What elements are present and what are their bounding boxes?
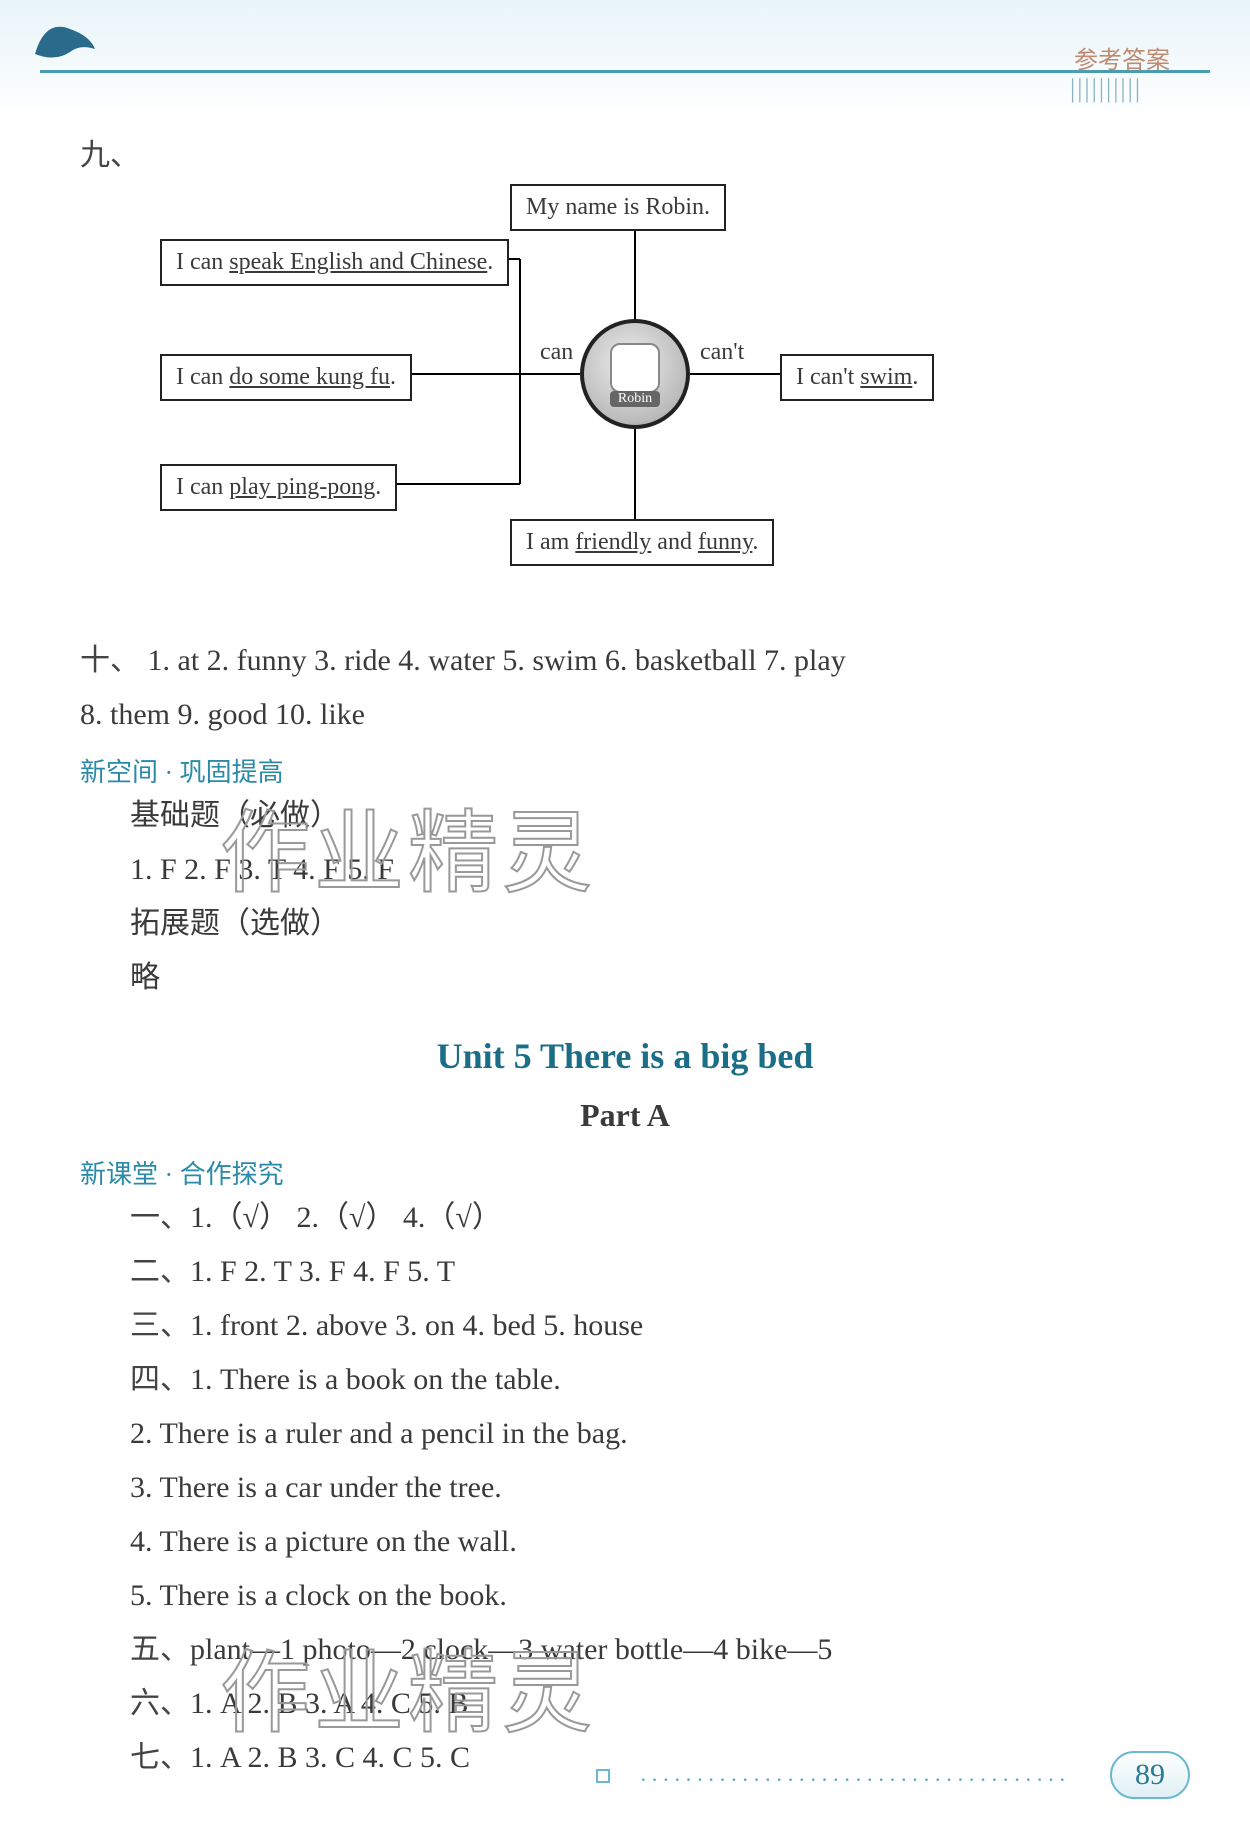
footer-dots: ······································: [640, 1767, 1070, 1793]
text: I can: [176, 474, 229, 500]
row-label: 四、: [130, 1363, 190, 1396]
diagram-left-box-2: I can do some kung fu.: [160, 354, 412, 401]
text: I can't: [796, 364, 860, 390]
text: .: [752, 529, 758, 555]
text: I can: [176, 364, 229, 390]
diagram-left-box-1: I can speak English and Chinese.: [160, 239, 509, 286]
diagram-left-box-3: I can play ping-pong.: [160, 464, 397, 511]
header-label: 参考答案: [1074, 40, 1170, 75]
text: .: [390, 364, 396, 390]
row-answers: 2. There is a ruler and a pencil in the …: [130, 1407, 1170, 1461]
underline-text: funny: [698, 529, 752, 555]
text: I can: [176, 249, 229, 275]
gonggu-header: 新空间 · 巩固提高: [80, 752, 1170, 789]
text: I am: [526, 529, 575, 555]
row-label: 三、: [130, 1309, 190, 1342]
can-label: can: [540, 339, 573, 366]
header-ticks: ||||||||||: [1070, 74, 1210, 104]
text: .: [912, 364, 918, 390]
diagram-bottom-box: I am friendly and funny.: [510, 519, 774, 566]
row-label: 六、: [130, 1687, 190, 1720]
underline-text: friendly: [575, 529, 651, 555]
row-label: 一、: [130, 1201, 190, 1234]
diagram-top-box: My name is Robin.: [510, 184, 726, 231]
row-answers: 1. F 2. T 3. F 4. F 5. T: [190, 1255, 455, 1288]
row-answers: 1. front 2. above 3. on 4. bed 5. house: [190, 1309, 643, 1342]
underline-text: swim: [860, 364, 912, 390]
underline-text: speak English and Chinese: [229, 249, 487, 275]
diagram-right-box: I can't swim.: [780, 354, 934, 401]
page-number: 89: [1110, 1751, 1190, 1799]
base-answers: 1. F 2. F 3. T 4. F 5. F: [130, 843, 1170, 897]
row-label: 五、: [130, 1633, 190, 1666]
section-10-label: 十、: [80, 644, 140, 677]
section-10-line1: 1. at 2. funny 3. ride 4. water 5. swim …: [148, 644, 846, 677]
hezuo-header: 新课堂 · 合作探究: [80, 1154, 1170, 1191]
row-answers: 1. A 2. B 3. A 4. C 5. B: [190, 1687, 468, 1720]
row-label: 二、: [130, 1255, 190, 1288]
row-answers: plant—1 photo—2 clock—3 water bottle—4 b…: [190, 1633, 832, 1666]
section-9-label: 九、: [80, 130, 1170, 174]
row-answers: 5. There is a clock on the book.: [130, 1569, 1170, 1623]
row-answers: 3. There is a car under the tree.: [130, 1461, 1170, 1515]
row-answers: 4. There is a picture on the wall.: [130, 1515, 1170, 1569]
header-rule: [40, 70, 1210, 73]
footer: ······································ 8…: [0, 1747, 1250, 1807]
unit-title: Unit 5 There is a big bed: [80, 1035, 1170, 1077]
robot-icon: [580, 319, 690, 429]
ext-answer: 略: [130, 951, 1170, 1005]
part-title: Part A: [80, 1097, 1170, 1134]
row-answers: 1.（√） 2.（√） 4.（√）: [190, 1201, 502, 1234]
base-label: 基础题（必做）: [130, 789, 1170, 843]
row-answers: 1. There is a book on the table.: [190, 1363, 561, 1396]
text: .: [375, 474, 381, 500]
header-gradient: [0, 0, 1250, 120]
underline-text: do some kung fu: [229, 364, 390, 390]
text: and: [651, 529, 698, 555]
section-10-line2: 8. them 9. good 10. like: [80, 688, 1170, 742]
concept-diagram: My name is Robin. I can speak English an…: [140, 184, 1080, 614]
ext-label: 拓展题（选做）: [130, 897, 1170, 951]
dolphin-icon: [30, 10, 100, 79]
cant-label: can't: [700, 339, 744, 366]
underline-text: play ping-pong: [229, 474, 375, 500]
text: .: [487, 249, 493, 275]
footer-square-icon: [596, 1769, 610, 1783]
